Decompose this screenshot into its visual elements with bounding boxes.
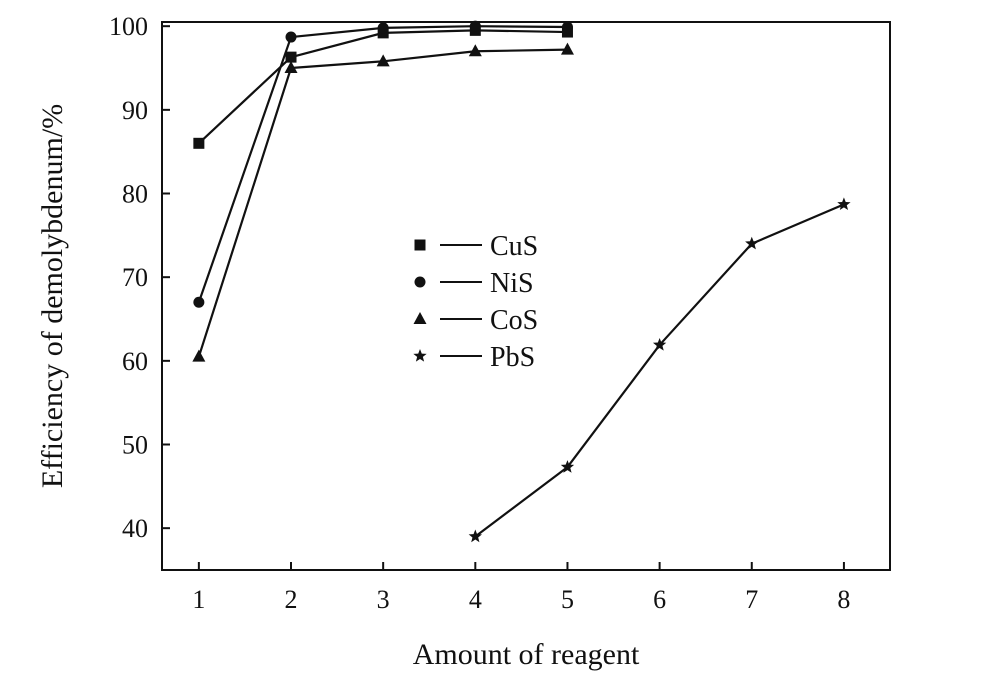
- y-tick-label-80: 80: [122, 180, 148, 209]
- x-tick-label-4: 4: [469, 585, 482, 614]
- x-tick-label-2: 2: [285, 585, 298, 614]
- point-pbs-6: [652, 337, 667, 351]
- point-cos-2: [284, 61, 298, 74]
- y-axis-title: Efficiency of demolybdenum/%: [36, 104, 69, 488]
- y-tick-label-50: 50: [122, 431, 148, 460]
- point-cus-2: [285, 51, 297, 63]
- point-cos-5: [560, 42, 574, 55]
- legend-marker-cus: [414, 239, 426, 251]
- y-tick-label-40: 40: [122, 514, 148, 543]
- x-tick-label-1: 1: [192, 585, 205, 614]
- plot-frame: [161, 21, 891, 571]
- legend-label-pbs: PbS: [490, 342, 535, 373]
- y-tick-label-90: 90: [122, 96, 148, 125]
- y-axis-ticks: 40 50 60 70 80 90 100: [109, 12, 170, 543]
- series-line-cus: [198, 29, 568, 145]
- legend-marker-pbs: [413, 349, 427, 362]
- point-cos-4: [468, 44, 482, 57]
- legend-label-nis: NiS: [490, 268, 534, 299]
- x-tick-label-8: 8: [837, 585, 850, 614]
- point-pbs-8: [837, 197, 851, 211]
- point-pbs-4: [468, 529, 482, 543]
- point-cos-3: [376, 54, 390, 67]
- series-markers: [192, 20, 851, 543]
- y-tick-label-70: 70: [122, 263, 148, 292]
- x-tick-label-7: 7: [745, 585, 758, 614]
- x-axis-ticks: 1 2 3 4 5 6 7 8: [192, 562, 850, 614]
- point-nis-1: [193, 296, 205, 308]
- legend-marker-cos: [413, 312, 427, 324]
- y-tick-label-100: 100: [109, 12, 148, 41]
- point-pbs-5: [560, 460, 575, 473]
- x-tick-label-6: 6: [653, 585, 666, 614]
- legend-label-cus: CuS: [490, 231, 538, 262]
- point-nis-5: [561, 21, 573, 33]
- point-nis-2: [285, 31, 297, 43]
- legend-marker-nis: [414, 276, 426, 288]
- y-tick-label-60: 60: [122, 347, 148, 376]
- x-tick-label-3: 3: [377, 585, 390, 614]
- legend-label-cos: CoS: [490, 305, 538, 336]
- point-nis-3: [377, 22, 389, 34]
- legend: CuS NiS CoS PbS: [413, 231, 538, 373]
- x-axis-title: Amount of reagent: [413, 638, 640, 671]
- point-cus-1: [193, 137, 205, 149]
- point-pbs-7: [745, 236, 759, 250]
- point-cos-1: [192, 349, 206, 362]
- x-tick-label-5: 5: [561, 585, 574, 614]
- point-nis-4: [469, 20, 481, 32]
